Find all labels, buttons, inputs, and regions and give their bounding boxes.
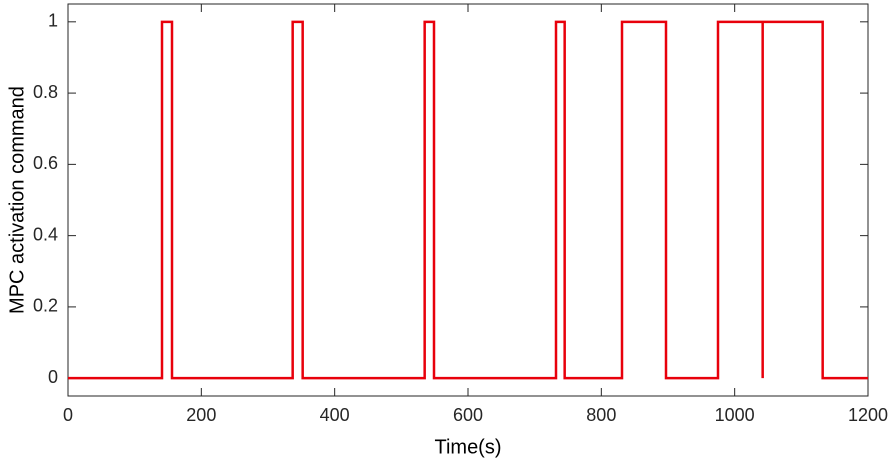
x-tick-label: 200 — [186, 405, 216, 425]
x-tick-label: 1200 — [848, 405, 888, 425]
plot-area — [67, 3, 869, 397]
x-tick-label: 400 — [320, 405, 350, 425]
y-tick-label: 0.4 — [33, 224, 58, 244]
x-tick-label: 600 — [453, 405, 483, 425]
y-tick-label: 0.2 — [33, 296, 58, 316]
y-tick-label: 0.6 — [33, 153, 58, 173]
x-tick-label: 1000 — [715, 405, 755, 425]
y-tick-label: 1 — [48, 11, 58, 31]
y-tick-label: 0.8 — [33, 82, 58, 102]
x-tick-label: 800 — [586, 405, 616, 425]
x-axis-title: Time(s) — [434, 436, 501, 458]
x-tick-label: 0 — [63, 405, 73, 425]
y-tick-label: 0 — [48, 367, 58, 387]
line-series — [68, 20, 868, 380]
y-axis-title: MPC activation command — [6, 86, 28, 314]
